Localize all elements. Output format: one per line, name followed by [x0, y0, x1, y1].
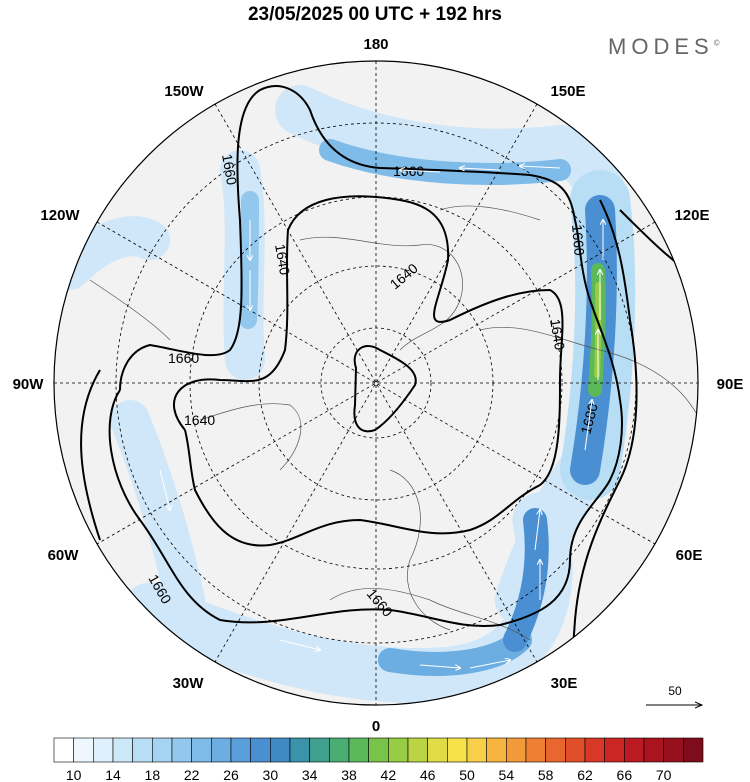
colorbar-label: 10 — [66, 767, 82, 782]
colorbar-swatch — [427, 737, 448, 763]
colorbar-label: 70 — [656, 767, 672, 782]
contour-label: 1640 — [184, 412, 215, 428]
colorbar-swatch — [643, 737, 664, 763]
colorbar-swatch — [112, 737, 133, 763]
colorbar-swatch — [388, 737, 409, 763]
colorbar-swatch — [368, 737, 389, 763]
colorbar-swatch — [152, 737, 173, 763]
brand-logo: MODES© — [608, 34, 720, 59]
lon-label-180: 180 — [363, 36, 388, 53]
lon-label-120w: 120W — [40, 207, 80, 224]
lon-label-60e: 60E — [676, 547, 703, 564]
colorbar-label: 50 — [459, 767, 475, 782]
lon-label-60w: 60W — [48, 547, 80, 564]
colorbar-label: 22 — [184, 767, 200, 782]
wind-reference-value: 50 — [668, 684, 682, 698]
colorbar-swatch — [93, 737, 114, 763]
lon-label-150w: 150W — [164, 83, 204, 100]
wind-speed-shading: 1660 1660 1640 1640 1660 1640 1660 1660 … — [54, 61, 698, 705]
colorbar-swatch — [466, 737, 487, 763]
colorbar-swatch — [545, 737, 566, 763]
colorbar-label: 34 — [302, 767, 318, 782]
contour-label: 1640 — [547, 318, 568, 352]
colorbar-label: 62 — [577, 767, 593, 782]
colorbar-label: 42 — [381, 767, 397, 782]
colorbar-label: 14 — [105, 767, 121, 782]
colorbar-label: 38 — [341, 767, 357, 782]
colorbar: 10 14 18 22 26 30 34 38 42 46 50 54 58 62 66 70 — [53, 737, 704, 782]
colorbar-swatch — [289, 737, 310, 763]
colorbar-label: 46 — [420, 767, 436, 782]
map-title: 23/05/2025 00 UTC + 192 hrs — [247, 4, 503, 25]
wind-reference: 50 — [646, 684, 702, 705]
colorbar-swatch — [525, 737, 546, 763]
colorbar-swatch — [230, 737, 251, 763]
colorbar-swatch — [584, 737, 605, 763]
lon-label-150e: 150E — [550, 83, 585, 100]
lon-label-30w: 30W — [173, 675, 205, 692]
height-contours — [80, 85, 698, 701]
colorbar-label: 30 — [263, 767, 279, 782]
lon-label-0: 0 — [372, 718, 380, 735]
contour-label: 1640 — [272, 243, 293, 277]
longitude-labels: 180 0 90W 90E 150W 150E 120W 120E 60W 60… — [13, 36, 744, 735]
colorbar-swatch — [447, 737, 468, 763]
lon-label-90w: 90W — [13, 376, 45, 393]
colorbar-swatch — [191, 737, 212, 763]
lon-label-90e: 90E — [717, 376, 744, 393]
colorbar-label: 54 — [499, 767, 515, 782]
contour-label: 1660 — [569, 224, 588, 257]
contour-label: 1660 — [219, 153, 240, 187]
contour-label: 1660 — [168, 350, 199, 366]
colorbar-label: 26 — [223, 767, 239, 782]
lon-label-30e: 30E — [551, 675, 578, 692]
colorbar-swatch — [171, 737, 192, 763]
colorbar-swatch — [348, 737, 369, 763]
lon-label-120e: 120E — [674, 207, 709, 224]
colorbar-swatch — [309, 737, 330, 763]
colorbar-swatch — [565, 737, 586, 763]
colorbar-swatch — [53, 737, 74, 763]
colorbar-swatch — [683, 737, 704, 763]
colorbar-swatch — [270, 737, 291, 763]
colorbar-swatch — [624, 737, 645, 763]
colorbar-swatch — [132, 737, 153, 763]
colorbar-swatch — [329, 737, 350, 763]
colorbar-swatch — [486, 737, 507, 763]
colorbar-label: 66 — [617, 767, 633, 782]
colorbar-label: 18 — [145, 767, 161, 782]
colorbar-swatch — [73, 737, 94, 763]
colorbar-label: 58 — [538, 767, 554, 782]
colorbar-swatch — [506, 737, 527, 763]
colorbar-swatch — [250, 737, 271, 763]
colorbar-swatch — [407, 737, 428, 763]
colorbar-swatch — [604, 737, 625, 763]
colorbar-swatch — [663, 737, 684, 763]
wind-vectors — [159, 166, 603, 668]
colorbar-swatch — [211, 737, 232, 763]
